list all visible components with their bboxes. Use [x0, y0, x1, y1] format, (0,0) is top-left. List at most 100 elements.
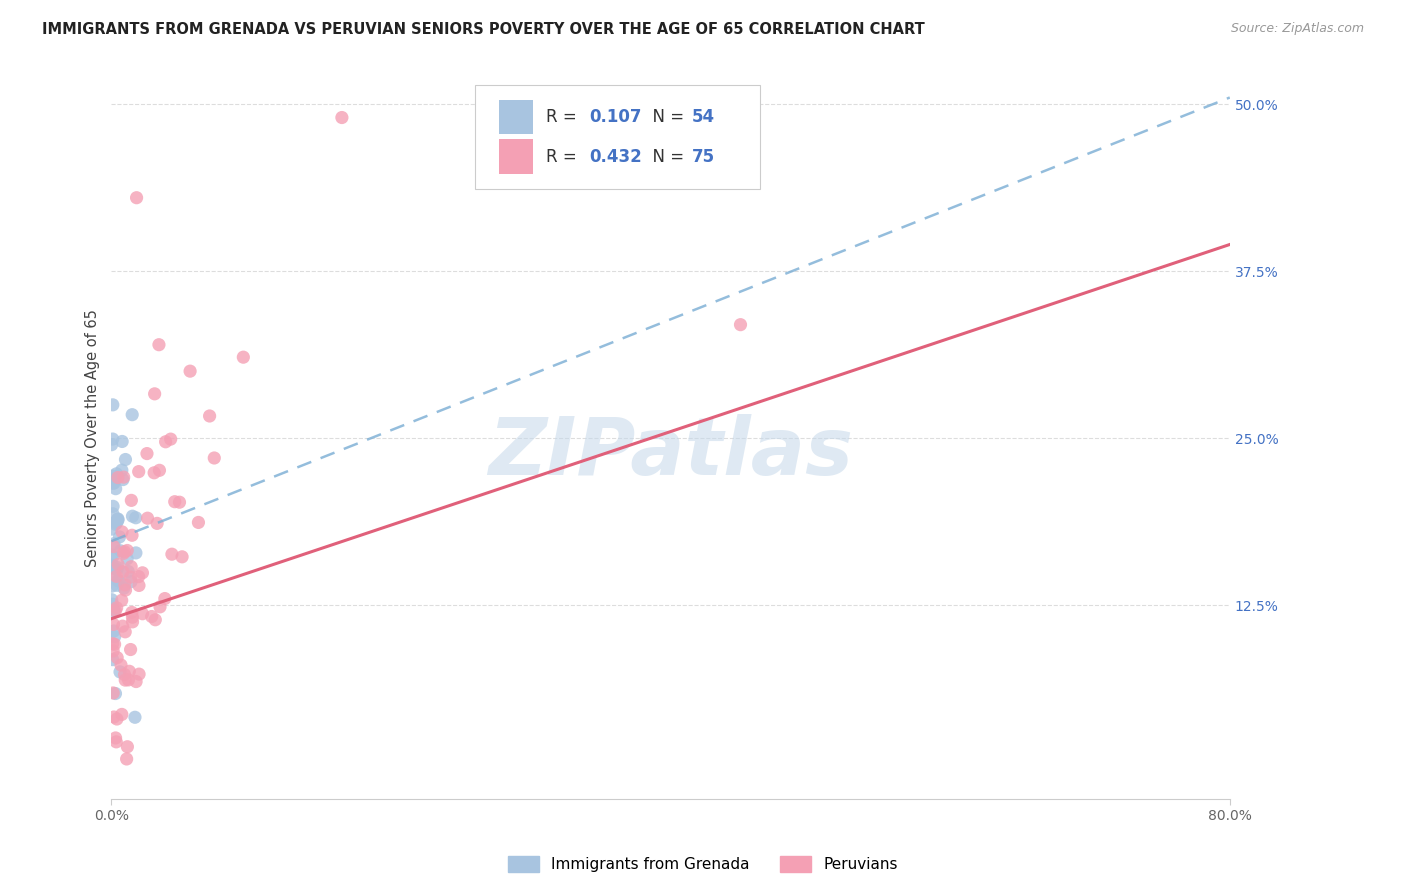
Text: 54: 54	[692, 108, 716, 126]
Point	[143, 466, 166, 480]
Point	[104, 687, 127, 701]
Point	[100, 522, 122, 536]
Point	[103, 537, 125, 551]
Point	[114, 673, 136, 687]
FancyBboxPatch shape	[475, 85, 761, 189]
Point	[115, 752, 138, 766]
Point	[103, 540, 125, 554]
Point	[112, 470, 135, 484]
Point	[105, 516, 128, 530]
Point	[131, 566, 153, 580]
Text: 0.107: 0.107	[589, 108, 641, 126]
Text: R =: R =	[547, 108, 582, 126]
Point	[128, 465, 150, 479]
Point	[169, 495, 191, 509]
Point	[101, 561, 124, 575]
Point	[105, 578, 128, 592]
Text: IMMIGRANTS FROM GRENADA VS PERUVIAN SENIORS POVERTY OVER THE AGE OF 65 CORRELATI: IMMIGRANTS FROM GRENADA VS PERUVIAN SENI…	[42, 22, 925, 37]
Point	[117, 565, 139, 579]
Point	[120, 493, 142, 508]
Text: R =: R =	[547, 148, 582, 166]
Point	[105, 650, 128, 665]
Point	[111, 524, 134, 539]
Point	[107, 470, 129, 484]
Point	[111, 473, 134, 487]
Point	[101, 686, 124, 700]
Text: N =: N =	[641, 148, 689, 166]
Point	[103, 604, 125, 618]
Point	[114, 583, 136, 598]
Point	[153, 591, 176, 606]
Point	[101, 398, 124, 412]
Point	[121, 509, 143, 524]
Point	[105, 563, 128, 577]
Point	[172, 549, 194, 564]
Point	[146, 516, 169, 531]
Point	[125, 510, 148, 524]
Point	[104, 482, 127, 496]
Point	[104, 630, 127, 644]
FancyBboxPatch shape	[499, 139, 533, 174]
Point	[112, 581, 135, 595]
Text: N =: N =	[641, 108, 689, 126]
Point	[104, 731, 127, 745]
Point	[111, 707, 134, 722]
Point	[128, 569, 150, 583]
Point	[117, 739, 139, 754]
Point	[101, 548, 124, 562]
Point	[163, 494, 186, 508]
Point	[125, 546, 148, 560]
Point	[114, 578, 136, 592]
Point	[110, 658, 132, 673]
Point	[179, 364, 201, 378]
Y-axis label: Seniors Poverty Over the Age of 65: Seniors Poverty Over the Age of 65	[86, 310, 100, 567]
Point	[103, 476, 125, 491]
Point	[105, 467, 128, 481]
Point	[111, 434, 134, 449]
Point	[107, 512, 129, 526]
Point	[103, 602, 125, 616]
Point	[100, 592, 122, 607]
Point	[110, 544, 132, 558]
Point	[107, 574, 129, 588]
Point	[101, 566, 124, 581]
Point	[103, 617, 125, 632]
Text: 75: 75	[692, 148, 716, 166]
Point	[114, 452, 136, 467]
Point	[101, 476, 124, 491]
Point	[136, 511, 159, 525]
Point	[105, 514, 128, 528]
Point	[115, 551, 138, 566]
Point	[101, 558, 124, 573]
Point	[104, 637, 127, 651]
Point	[111, 619, 134, 633]
Point	[111, 463, 134, 477]
Point	[202, 450, 225, 465]
Point	[330, 111, 353, 125]
Point	[149, 599, 172, 614]
Point	[120, 574, 142, 589]
Point	[107, 560, 129, 574]
Point	[112, 544, 135, 558]
Point	[112, 546, 135, 560]
Point	[143, 613, 166, 627]
Point	[103, 644, 125, 658]
Point	[103, 624, 125, 638]
Point	[121, 408, 143, 422]
Point	[121, 615, 143, 629]
Point	[101, 469, 124, 483]
Point	[105, 600, 128, 615]
Point	[148, 463, 170, 477]
Point	[120, 570, 142, 584]
Point	[187, 516, 209, 530]
Point	[101, 653, 124, 667]
Point	[111, 593, 134, 607]
Point	[104, 604, 127, 618]
Text: Source: ZipAtlas.com: Source: ZipAtlas.com	[1230, 22, 1364, 36]
Point	[125, 191, 148, 205]
Point	[160, 547, 183, 561]
Point	[730, 318, 752, 332]
Point	[121, 528, 143, 542]
Point	[121, 606, 143, 620]
Point	[124, 710, 146, 724]
